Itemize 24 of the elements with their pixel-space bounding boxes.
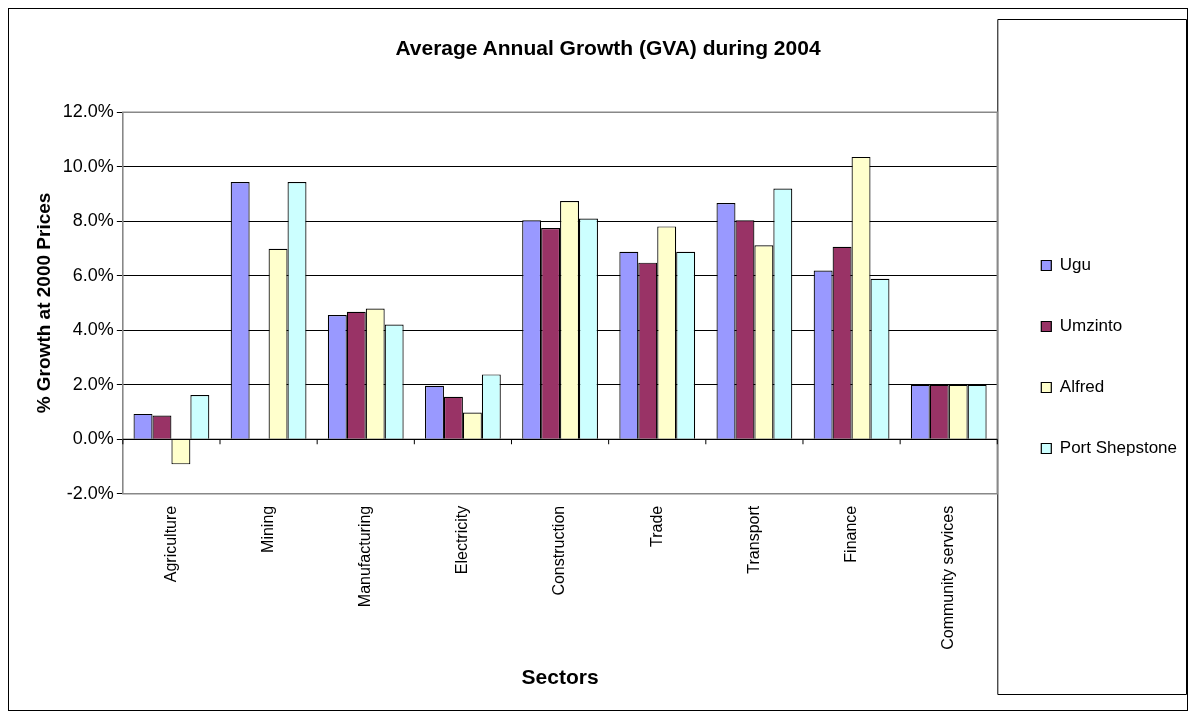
- y-tick-label: 6.0%: [72, 264, 114, 285]
- y-tick-label: -2.0%: [66, 482, 114, 503]
- x-tick-label: Electricity: [453, 505, 471, 575]
- y-tick-label: 4.0%: [72, 319, 114, 340]
- legend-label: Alfred: [1059, 377, 1105, 397]
- chart-title: Average Annual Growth (GVA) during 2004: [395, 36, 821, 60]
- y-tick-label: 2.0%: [72, 373, 114, 394]
- x-tick-label: Construction: [550, 505, 568, 596]
- x-tick-label: Finance: [841, 505, 859, 563]
- legend-label: Umzinto: [1059, 316, 1123, 336]
- x-tick-label: Community services: [939, 505, 957, 650]
- x-tick-label: Transport: [744, 505, 762, 574]
- y-axis-title: % Growth at 2000 Prices: [32, 192, 54, 414]
- y-tick-label: 0.0%: [72, 428, 114, 449]
- y-tick-label: 10.0%: [62, 155, 114, 176]
- x-tick-label: Agriculture: [161, 505, 179, 583]
- x-tick-label: Mining: [258, 505, 276, 553]
- x-axis-title: Sectors: [521, 665, 599, 689]
- x-tick-label: Manufacturing: [356, 505, 374, 608]
- y-tick-label: 12.0%: [62, 101, 114, 122]
- legend-label: Ugu: [1059, 255, 1091, 275]
- x-tick-label: Trade: [647, 505, 665, 547]
- y-tick-label: 8.0%: [72, 210, 114, 231]
- legend-label: Port Shepstone: [1059, 438, 1178, 458]
